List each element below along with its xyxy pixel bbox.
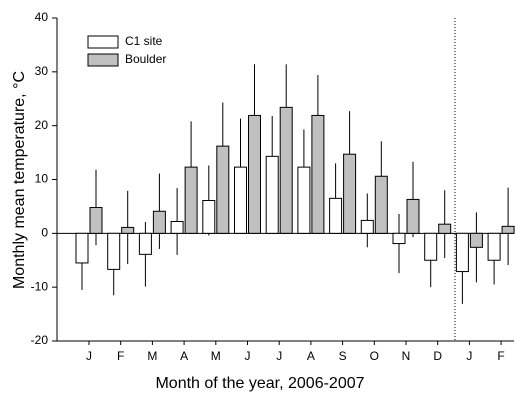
- y-axis-label: Monthly mean temperature, °C: [11, 71, 28, 289]
- legend-swatch: [87, 35, 119, 49]
- x-tick-label: D: [433, 349, 442, 363]
- x-tick-label: J: [276, 349, 282, 363]
- bar: [487, 232, 501, 261]
- bar: [329, 197, 343, 234]
- bar: [234, 166, 247, 234]
- x-tick-label: M: [211, 349, 221, 363]
- x-tick-label: J: [245, 349, 251, 363]
- bar: [374, 175, 388, 234]
- y-tick-label: -10: [31, 279, 49, 293]
- bar: [170, 220, 184, 234]
- y-tick-label: 0: [41, 226, 48, 240]
- bar: [184, 166, 198, 234]
- legend-label: Boulder: [125, 52, 166, 66]
- x-tick-label: A: [307, 349, 315, 363]
- x-tick-label: J: [86, 349, 92, 363]
- y-tick-label: 10: [35, 172, 49, 186]
- bar: [469, 232, 483, 248]
- x-tick-label: A: [180, 349, 188, 363]
- bar: [248, 114, 261, 234]
- bar: [138, 232, 152, 255]
- y-tick-label: 30: [35, 64, 49, 78]
- legend-label: C1 site: [125, 34, 163, 48]
- x-axis-label: Month of the year, 2006-2007: [155, 375, 364, 392]
- bar: [360, 219, 374, 234]
- bar: [392, 232, 406, 245]
- bar: [216, 145, 230, 234]
- x-tick-label: M: [147, 349, 157, 363]
- bar: [501, 225, 515, 234]
- bar: [438, 223, 452, 234]
- bar: [121, 226, 135, 234]
- bar: [89, 206, 103, 234]
- bar: [343, 153, 357, 234]
- bar: [265, 155, 279, 234]
- bar: [297, 166, 311, 234]
- bar: [311, 114, 325, 234]
- y-tick-label: -20: [31, 333, 49, 347]
- y-tick-label: 40: [35, 10, 49, 24]
- x-tick-label: O: [370, 349, 379, 363]
- legend-swatch: [87, 53, 119, 67]
- bar: [279, 106, 293, 234]
- x-tick-label: F: [117, 349, 124, 363]
- bar: [424, 232, 438, 261]
- x-tick-label: S: [339, 349, 347, 363]
- bar: [75, 232, 89, 264]
- bar: [455, 232, 469, 273]
- bar: [202, 199, 216, 234]
- y-tick-label: 20: [35, 118, 49, 132]
- bar: [107, 232, 121, 270]
- x-tick-label: J: [466, 349, 472, 363]
- bar: [406, 198, 420, 234]
- bar: [152, 210, 166, 234]
- x-tick-label: F: [497, 349, 504, 363]
- x-tick-label: N: [402, 349, 411, 363]
